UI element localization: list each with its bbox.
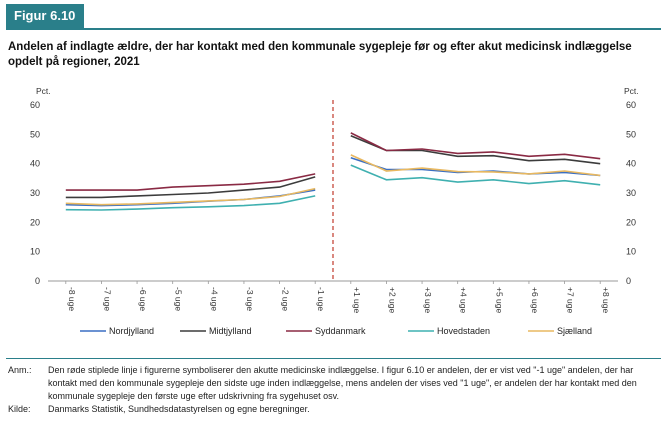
- x-tick-label: +8 uge: [601, 287, 611, 314]
- y-axis-label-left: Pct.: [36, 86, 51, 96]
- series-line-midtjylland-before: [65, 176, 316, 199]
- line-chart: Pct. Pct. 0 0 10 10 20 20 30 30 40 40 50 50 60 60 -8 uge…: [30, 86, 639, 336]
- y-tick-left: 60: [30, 100, 40, 110]
- y-axis-label-right: Pct.: [624, 86, 639, 96]
- series-line-sjælland-after: [350, 154, 601, 177]
- x-tick-label: +1 uge: [352, 287, 362, 314]
- figure-label: Figur 6.10: [6, 4, 84, 28]
- legend-label-nordjylland: Nordjylland: [109, 326, 154, 336]
- y-tick-right: 40: [626, 159, 636, 169]
- y-tick-left: 40: [30, 159, 40, 169]
- legend-label-hovedstaden: Hovedstaden: [437, 326, 490, 336]
- y-tick-right: 20: [626, 217, 636, 227]
- series-line-syddanmark-before: [65, 173, 316, 191]
- y-tick-left: 10: [30, 247, 40, 257]
- y-tick-right: 50: [626, 129, 636, 139]
- x-tick-label: -6 uge: [138, 287, 148, 311]
- notes-block: Anm.: Den røde stiplede linje i figurern…: [8, 364, 658, 416]
- y-tick-right: 60: [626, 100, 636, 110]
- y-tick-left: 20: [30, 217, 40, 227]
- y-tick-right: 0: [626, 276, 631, 286]
- kilde-label: Kilde:: [8, 404, 31, 414]
- x-tick-label: +6 uge: [530, 287, 540, 314]
- note-kilde: Kilde: Danmarks Statistik, Sundhedsdatas…: [8, 403, 658, 416]
- legend-label-sjælland: Sjælland: [557, 326, 592, 336]
- series-line-hovedstaden-before: [65, 195, 316, 211]
- x-tick-label: -4 uge: [209, 287, 219, 311]
- x-tick-label: -2 uge: [281, 287, 291, 311]
- y-tick-right: 10: [626, 247, 636, 257]
- series-line-hovedstaden-after: [350, 164, 601, 186]
- legend-label-midtjylland: Midtjylland: [209, 326, 252, 336]
- x-tick-label: -7 uge: [102, 287, 112, 311]
- legend-label-syddanmark: Syddanmark: [315, 326, 366, 336]
- y-tick-left: 0: [35, 276, 40, 286]
- series-line-nordjylland-after: [350, 157, 601, 177]
- x-tick-label: +4 uge: [459, 287, 469, 314]
- x-tick-label: -1 uge: [316, 287, 326, 311]
- x-tick-label: -8 uge: [67, 287, 77, 311]
- x-tick-label: -3 uge: [245, 287, 255, 311]
- y-tick-left: 50: [30, 129, 40, 139]
- x-tick-label: +7 uge: [566, 287, 576, 314]
- note-anm: Anm.: Den røde stiplede linje i figurern…: [8, 364, 658, 403]
- notes-rule: [6, 358, 661, 359]
- series-line-syddanmark-after: [350, 132, 601, 160]
- anm-text: Den røde stiplede linje i figurerne symb…: [48, 365, 637, 401]
- figure-header: Figur 6.10: [0, 0, 667, 31]
- x-tick-label: -5 uge: [174, 287, 184, 311]
- x-tick-label: +5 uge: [494, 287, 504, 314]
- x-tick-label: +2 uge: [387, 287, 397, 314]
- y-tick-right: 30: [626, 188, 636, 198]
- anm-label: Anm.:: [8, 365, 32, 375]
- x-tick-label: +3 uge: [423, 287, 433, 314]
- chart-title: Andelen af indlagte ældre, der har konta…: [8, 41, 632, 68]
- header-rule: [6, 28, 661, 30]
- kilde-text: Danmarks Statistik, Sundhedsdatastyrelse…: [48, 404, 310, 414]
- series-line-sjælland-before: [65, 187, 316, 206]
- y-tick-left: 30: [30, 188, 40, 198]
